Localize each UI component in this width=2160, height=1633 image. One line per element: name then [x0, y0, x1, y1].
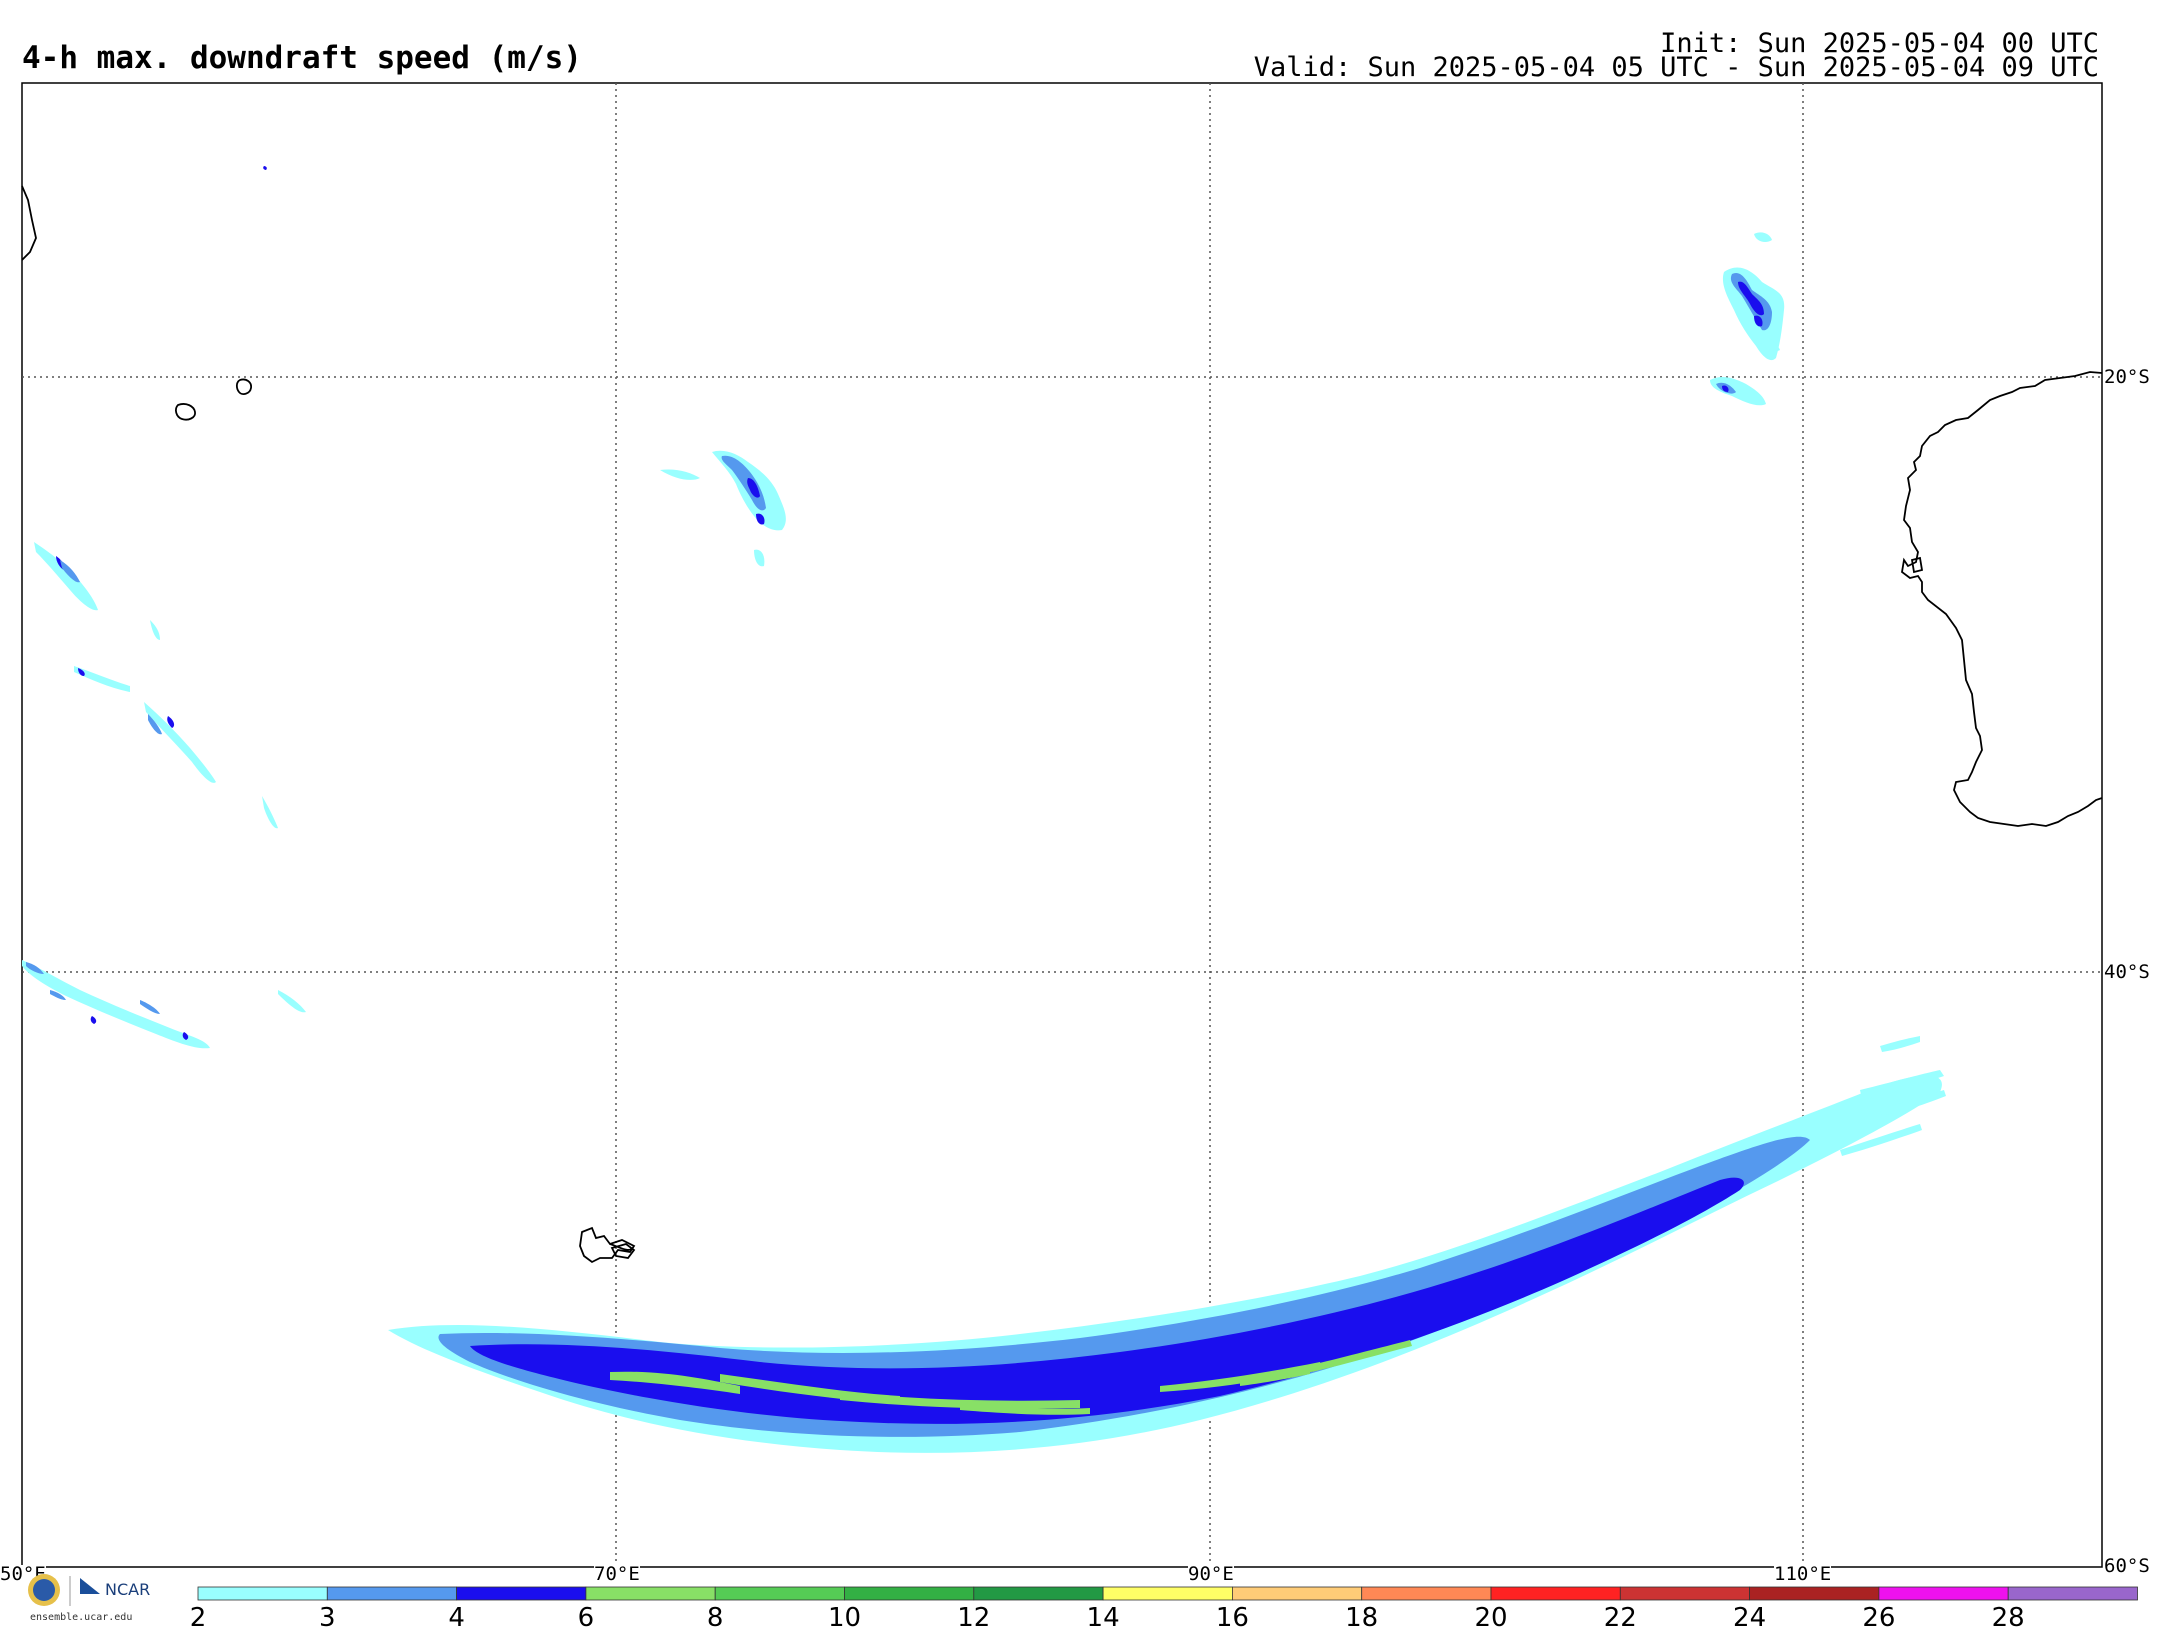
- init-time: Init: Sun 2025-05-04 00 UTC: [1660, 28, 2099, 59]
- colorbar-swatch: [2007, 1586, 2138, 1601]
- colorbar-tick-label: 14: [1086, 1603, 1120, 1633]
- cell-tiny: [263, 166, 267, 170]
- cell-cluster-ne: [1710, 232, 1785, 406]
- colorbar: [197, 1586, 2138, 1601]
- colorbar-tick-label: 26: [1862, 1603, 1896, 1633]
- coastlines: [21, 185, 2103, 1264]
- colorbar-swatch: [585, 1586, 716, 1601]
- colorbar-tick-label: 22: [1603, 1603, 1637, 1633]
- band-fringe: [1840, 1036, 1946, 1156]
- madagascar-coast: [21, 185, 37, 261]
- colorbar-swatch: [197, 1586, 328, 1601]
- site-url: ensemble.ucar.edu: [30, 1612, 133, 1623]
- valid-time: Valid: Sun 2025-05-04 05 UTC - Sun 2025-…: [1253, 52, 2099, 83]
- chart-title: 4-h max. downdraft speed (m/s): [22, 40, 582, 76]
- cell-cluster-west: [22, 542, 306, 1049]
- colorbar-swatch: [326, 1586, 457, 1601]
- colorbar-swatch: [456, 1586, 587, 1601]
- colorbar-tick-label: 3: [319, 1603, 336, 1633]
- band-level-4: [470, 1177, 1744, 1424]
- colorbar-swatch: [1232, 1586, 1363, 1601]
- colorbar-tick-label: 2: [189, 1603, 207, 1633]
- lon-label-70e: 70°E: [594, 1563, 640, 1585]
- colorbar-tick-label: 12: [957, 1603, 991, 1633]
- colorbar-swatch: [1749, 1586, 1880, 1601]
- colorbar-swatch: [973, 1586, 1104, 1601]
- ncar-logo-icon: [80, 1578, 100, 1594]
- australia-west-coast: [1901, 371, 2103, 827]
- ncar-logo-text: NCAR: [105, 1580, 151, 1599]
- kerguelen-east: [610, 1243, 636, 1259]
- band-level-6: [610, 1340, 1412, 1415]
- cell-cluster-west-medium: [26, 560, 162, 1014]
- lon-label-90e: 90°E: [1188, 1563, 1234, 1585]
- mauritius-coast: [175, 403, 196, 421]
- band-level-3: [438, 1136, 1811, 1437]
- colorbar-tick-label: 8: [706, 1603, 724, 1633]
- lon-label-110e: 110°E: [1774, 1563, 1832, 1585]
- downdraft-field: [22, 166, 1946, 1453]
- colorbar-swatch: [1619, 1586, 1751, 1601]
- colorbar-swatch: [714, 1586, 845, 1601]
- lat-label-40s: 40°S: [2104, 961, 2150, 983]
- colorbar-tick-label: 18: [1345, 1603, 1379, 1633]
- australia-bay-island: [1910, 556, 1924, 574]
- reunion-coast: [235, 378, 252, 395]
- kerguelen-coast: [579, 1226, 636, 1264]
- colorbar-swatch: [1102, 1586, 1233, 1601]
- colorbar-swatch: [1878, 1586, 2009, 1601]
- colorbar-swatch: [844, 1586, 975, 1601]
- colorbar-tick-label: 4: [448, 1603, 465, 1633]
- colorbar-tick-label: 28: [1991, 1603, 2025, 1633]
- lat-label-60s: 60°S: [2104, 1555, 2150, 1577]
- colorbar-tick-label: 24: [1733, 1603, 1767, 1633]
- colorbar-tick-label: 20: [1474, 1603, 1508, 1633]
- logo: [20, 1572, 170, 1626]
- colorbar-tick-label: 6: [577, 1603, 595, 1633]
- lat-label-20s: 20°S: [2104, 366, 2150, 388]
- cell-cluster-center: [660, 450, 786, 567]
- colorbar-tick-label: 16: [1215, 1603, 1249, 1633]
- colorbar-tick-label: 10: [827, 1603, 862, 1633]
- colorbar-swatch: [1490, 1586, 1621, 1601]
- colorbar-swatch: [1361, 1586, 1492, 1601]
